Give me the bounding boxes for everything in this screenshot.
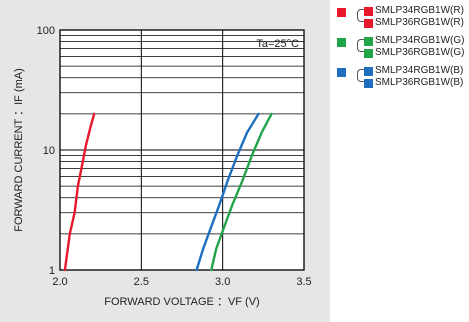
series-line-2 — [210, 112, 273, 272]
x-tick-label: 2.0 — [52, 276, 67, 288]
legend-item: SMLP34RGB1W(G) — [364, 35, 464, 47]
legend-item: SMLP36RGB1W(B) — [364, 77, 463, 89]
legend-swatch — [364, 78, 373, 88]
legend-brace-icon — [357, 69, 364, 82]
legend-item: SMLP34RGB1W(R) — [364, 5, 464, 17]
legend-group-blue: SMLP34RGB1W(B) SMLP36RGB1W(B) — [337, 62, 467, 92]
plot-frame — [59, 29, 305, 271]
x-tick-label: 3.5 — [296, 276, 311, 288]
legend-label: SMLP36RGB1W(G) — [375, 47, 465, 58]
series-line-0 — [63, 112, 96, 272]
y-tick-label: 10 — [43, 145, 55, 157]
x-tick-label: 2.5 — [134, 276, 149, 288]
temperature-annotation: Ta=25°C — [256, 38, 299, 50]
legend-chip-red — [337, 8, 346, 17]
legend-group-red: SMLP34RGB1W(R) SMLP36RGB1W(R) — [337, 2, 467, 32]
legend-label: SMLP34RGB1W(R) — [375, 5, 464, 16]
chart-panel: 2.0 2.5 3.0 3.5 1 10 100 FORWARD VOLTAGE ：VF (V… — [0, 0, 330, 322]
legend-item: SMLP36RGB1W(G) — [364, 47, 464, 59]
legend-item: SMLP36RGB1W(R) — [364, 17, 464, 29]
chart-legend: SMLP34RGB1W(R) SMLP36RGB1W(R) SMLP34RGB1… — [337, 2, 467, 92]
legend-swatch — [364, 36, 373, 46]
legend-label: SMLP36RGB1W(R) — [375, 17, 464, 28]
y-tick-label: 1 — [49, 265, 55, 277]
legend-label: SMLP34RGB1W(B) — [375, 65, 464, 76]
legend-brace-icon — [357, 39, 364, 52]
legend-label: SMLP34RGB1W(G) — [375, 35, 465, 46]
legend-brace-icon — [357, 9, 364, 22]
legend-chip-blue — [337, 68, 346, 77]
forward-voltage-current-chart: 2.0 2.5 3.0 3.5 1 10 100 FORWARD VOLTAGE ：VF (V… — [0, 0, 330, 322]
legend-group-green: SMLP34RGB1W(G) SMLP36RGB1W(G) — [337, 32, 467, 62]
legend-swatch — [364, 18, 373, 28]
legend-swatch — [364, 6, 373, 16]
y-axis-label: FORWARD CURRENT ：IF (mA) — [13, 68, 25, 232]
legend-chip-green — [337, 38, 346, 47]
y-tick-label: 100 — [37, 25, 55, 37]
legend-item: SMLP34RGB1W(B) — [364, 65, 463, 77]
legend-swatch — [364, 66, 373, 76]
legend-swatch — [364, 48, 373, 58]
legend-label: SMLP36RGB1W(B) — [375, 77, 464, 88]
series-line-1 — [195, 112, 260, 272]
x-axis-label: FORWARD VOLTAGE ：VF (V) — [104, 296, 259, 308]
x-tick-label: 3.0 — [215, 276, 230, 288]
